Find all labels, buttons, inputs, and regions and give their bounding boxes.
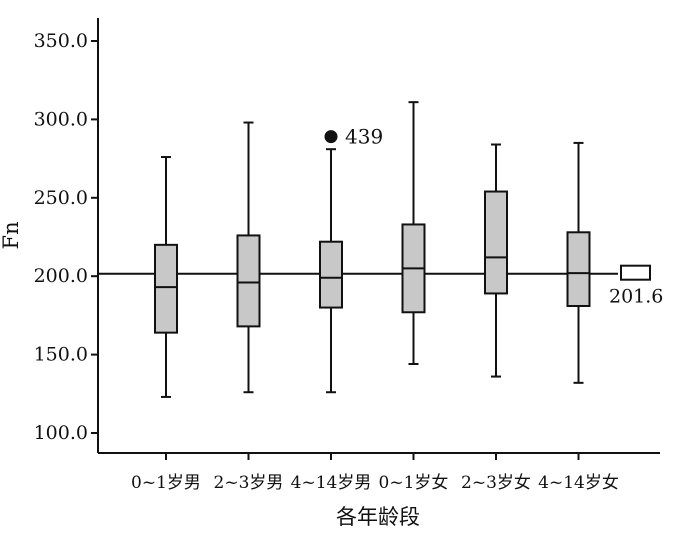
box-4~14岁女 bbox=[566, 141, 591, 384]
y-tick-label: 250.0 bbox=[34, 187, 88, 209]
y-tick-label: 200.0 bbox=[34, 265, 88, 287]
y-tick-label: 150.0 bbox=[34, 344, 88, 366]
y-tick-label: 350.0 bbox=[34, 30, 88, 52]
x-axis-title: 各年龄段 bbox=[336, 505, 420, 529]
box-2~3岁女 bbox=[484, 143, 508, 378]
iqr-box bbox=[319, 240, 343, 309]
axes: 350.0 300.0 250.0 200.0 150.0 100.0 0~1岁男 2~3岁男… bbox=[0, 18, 660, 529]
reference-marker bbox=[620, 264, 651, 281]
boxes-group bbox=[154, 101, 591, 398]
y-tick-label: 300.0 bbox=[34, 108, 88, 130]
x-tick-label: 4~14岁男 bbox=[291, 473, 372, 493]
x-tick-label: 0~1岁男 bbox=[131, 473, 201, 493]
box-0~1岁女 bbox=[401, 101, 426, 366]
y-tick-label: 100.0 bbox=[34, 422, 88, 444]
box-4~14岁男 bbox=[319, 148, 343, 394]
box-0~1岁男 bbox=[154, 156, 178, 398]
box-2~3岁男 bbox=[236, 121, 261, 394]
y-axis-title: Fn bbox=[0, 221, 23, 249]
labels-group: 439 bbox=[324, 125, 383, 149]
iqr-box bbox=[566, 231, 591, 307]
x-tick-label: 0~1岁女 bbox=[379, 473, 449, 493]
x-tick-label: 2~3岁男 bbox=[214, 473, 284, 493]
iqr-box bbox=[236, 234, 261, 328]
iqr-box bbox=[484, 190, 508, 295]
reference-line-group: 201.6 bbox=[98, 264, 663, 308]
x-tick-label: 2~3岁女 bbox=[461, 473, 531, 493]
outlier-label: 439 bbox=[345, 125, 383, 149]
x-tick-label: 4~14岁女 bbox=[538, 473, 619, 493]
outlier-point bbox=[324, 130, 338, 144]
iqr-box bbox=[154, 243, 178, 334]
reference-label: 201.6 bbox=[609, 286, 663, 308]
